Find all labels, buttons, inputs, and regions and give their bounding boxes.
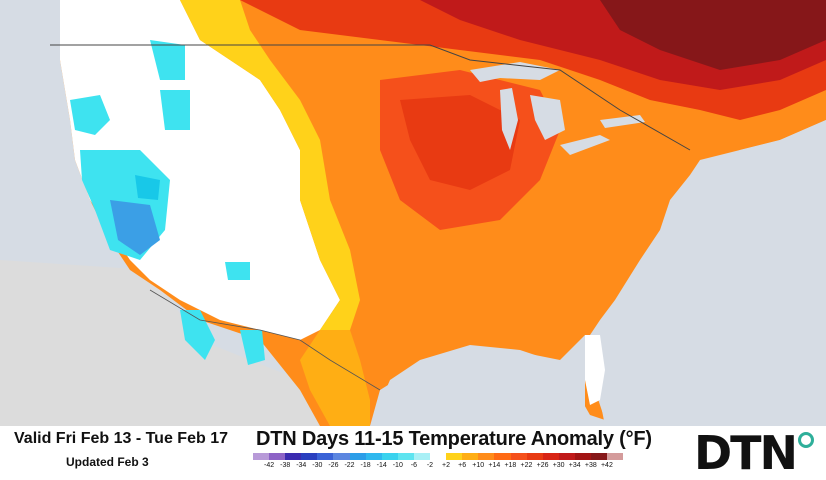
scale-swatch [430, 453, 447, 460]
scale-swatch [285, 453, 302, 460]
cold-patch-1 [70, 95, 110, 135]
scale-label: -42 [264, 462, 275, 469]
scale-label: +18 [504, 462, 517, 469]
scale-swatch [526, 453, 543, 460]
scale-label: +26 [536, 462, 549, 469]
scale-swatch [558, 453, 575, 460]
color-scale: -42 -38 -34 -30 -26 -22 -18 -14 -10 -6 -2 +2 +6 +10 +1… [253, 453, 624, 475]
scale-swatch [413, 453, 431, 460]
scale-label: -38 [280, 462, 291, 469]
cold-patch-4 [160, 90, 190, 130]
map-title: DTN Days 11-15 Temperature Anomaly (°F) [256, 428, 652, 450]
scale-label: +10 [472, 462, 485, 469]
scale-swatch [253, 453, 270, 460]
scale-swatch [317, 453, 334, 460]
scale-label: -26 [328, 462, 339, 469]
lake-erie [560, 135, 610, 155]
gulf [370, 335, 585, 426]
scale-label: -30 [312, 462, 323, 469]
scale-swatch [365, 453, 382, 460]
logo-dot-icon [798, 432, 814, 448]
scale-label: +2 [442, 462, 451, 469]
canada-hottest [600, 0, 826, 70]
scale-swatch [269, 453, 286, 460]
scale-label: -18 [360, 462, 371, 469]
scale-swatch [381, 453, 398, 460]
scale-swatch [542, 453, 559, 460]
scale-label: -34 [296, 462, 307, 469]
scale-swatch [397, 453, 414, 460]
cold-patch-3 [150, 40, 185, 80]
florida [585, 335, 605, 405]
scale-swatch [494, 453, 511, 460]
anomaly-map [0, 0, 826, 426]
updated-date: Updated Feb 3 [66, 455, 149, 469]
color-scale-labels: -42 -38 -34 -30 -26 -22 -18 -14 -10 -6 -2 +2 +6 +10 +1… [253, 462, 623, 474]
cold-patch-6 [180, 310, 215, 360]
scale-label: +22 [520, 462, 533, 469]
scale-swatch [301, 453, 318, 460]
midwest-core [400, 95, 520, 190]
color-scale-bar [253, 453, 624, 460]
legend-footer: Valid Fri Feb 13 - Tue Feb 17 Updated Fe… [0, 426, 826, 480]
scale-swatch [574, 453, 591, 460]
scale-swatch [478, 453, 495, 460]
scale-label: +34 [568, 462, 581, 469]
scale-label: -14 [376, 462, 387, 469]
lake-huron [530, 95, 565, 140]
scale-label: -2 [426, 462, 434, 469]
scale-label: -10 [392, 462, 403, 469]
scale-label: +14 [488, 462, 501, 469]
valid-dates: Valid Fri Feb 13 - Tue Feb 17 [14, 430, 228, 447]
scale-swatch [590, 453, 608, 460]
scale-swatch [446, 453, 463, 460]
yellow-band [180, 0, 360, 340]
scale-swatch [607, 453, 624, 460]
mexico-land [0, 260, 360, 426]
scale-swatch [462, 453, 479, 460]
scale-label: +42 [600, 462, 613, 469]
scale-label: +38 [584, 462, 597, 469]
scale-swatch [510, 453, 527, 460]
scale-label: +6 [458, 462, 467, 469]
cold-patch-5 [225, 262, 250, 280]
scale-label: +30 [552, 462, 565, 469]
brand-text: DTN [694, 426, 798, 480]
cold-patch-7 [240, 330, 265, 365]
scale-label: -22 [344, 462, 355, 469]
us-mexico-border [149, 289, 381, 391]
cold-deep-patch [110, 200, 160, 255]
cold-mid-patch [135, 175, 160, 200]
lake-michigan [500, 88, 518, 150]
scale-swatch [349, 453, 366, 460]
dtn-logo: DTN [694, 426, 818, 480]
scale-swatch [333, 453, 350, 460]
us-canada-border [50, 44, 691, 151]
scale-label: -6 [410, 462, 417, 469]
atlantic [590, 120, 826, 426]
texas-band [300, 330, 370, 426]
